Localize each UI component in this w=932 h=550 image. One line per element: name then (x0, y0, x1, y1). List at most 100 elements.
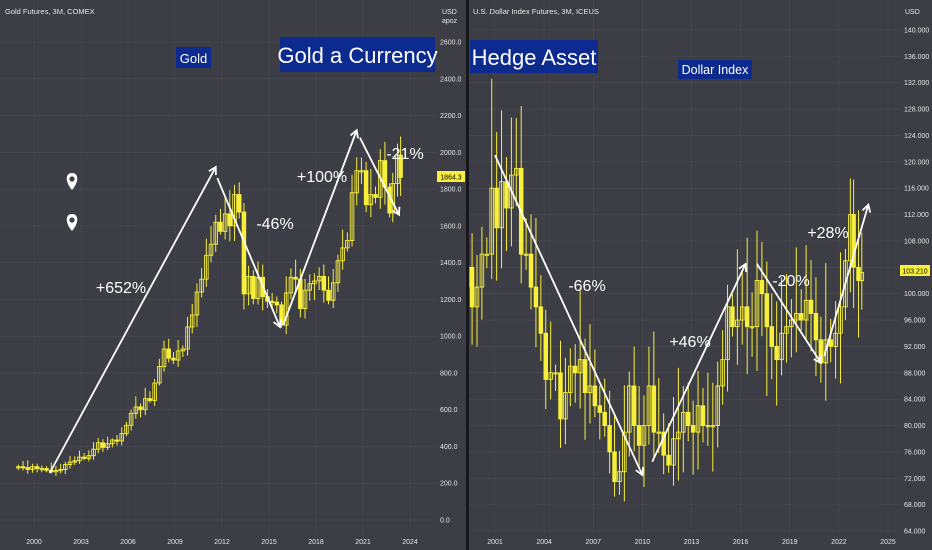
candle-body (504, 181, 509, 209)
candle-body (34, 466, 40, 469)
gold-trend-arrows (48, 128, 401, 474)
y-tick-label: 0.0 (440, 518, 450, 525)
y-tick-label: 400.0 (440, 444, 458, 451)
candle-body (359, 170, 364, 173)
y-tick-label: 2000.0 (440, 150, 462, 157)
candle-body (326, 289, 331, 301)
gold-move-label: -21% (386, 146, 423, 163)
x-tick-label: 2025 (880, 539, 896, 546)
candle-body (548, 372, 553, 380)
candle-body (671, 438, 676, 466)
candle-body (720, 359, 725, 387)
candle-body (377, 160, 383, 198)
panel-divider[interactable] (466, 0, 469, 550)
candle-body (58, 468, 63, 472)
dollar-plot-background (469, 0, 932, 550)
candle-body (86, 455, 92, 459)
candle-body (77, 456, 82, 462)
candle-body (100, 442, 106, 448)
gold-series-label: Gold (180, 51, 207, 66)
trend-arrow (823, 202, 872, 357)
candle-body (161, 348, 167, 367)
candle-body (813, 313, 819, 341)
candle-body (769, 326, 774, 347)
dollar-x-axis-ticks: 2001 2004 2007 2010 2013 2016 2019 2022 2025 (487, 539, 896, 546)
candle-body (651, 385, 657, 433)
candle-body (661, 431, 666, 456)
candle-body (798, 313, 804, 321)
candle-body (523, 253, 529, 256)
candle-body (335, 260, 341, 284)
candle-body (730, 306, 735, 328)
gold-chart-panel: 0.0 200.0 400.0 600.0 800.0 1000.0 1200.0 1400.… (0, 0, 465, 546)
y-tick-label: 116.000 (904, 186, 929, 193)
candle-body (194, 291, 200, 316)
candle-body (293, 276, 298, 280)
candle-body (568, 365, 573, 394)
candle-body (105, 443, 110, 448)
x-tick-label: 2010 (635, 539, 651, 546)
x-tick-label: 2012 (214, 539, 230, 546)
dollar-gridlines (469, 0, 900, 534)
gold-move-label: +100% (297, 169, 347, 186)
dollar-chart-title: U.S. Dollar Index Futures, 3M, ICEUS (473, 7, 599, 16)
y-tick-label: 128.000 (904, 107, 929, 114)
candle-body (269, 300, 275, 303)
candle-body (119, 433, 124, 442)
candle-body (330, 282, 336, 301)
candle-body (222, 213, 228, 232)
candle-body (479, 253, 485, 288)
candle-body (543, 332, 549, 380)
candle-body (764, 293, 770, 328)
candle-body (612, 451, 617, 483)
candle-body (363, 170, 369, 206)
candle-body (279, 304, 284, 326)
candle-body (735, 319, 740, 328)
candle-body (749, 326, 755, 329)
candle-body (185, 326, 190, 350)
candle-body (20, 466, 26, 469)
candle-body (81, 456, 87, 459)
trend-arrow (651, 262, 748, 463)
y-tick-label: 1400.0 (440, 260, 462, 267)
y-tick-label: 136.000 (904, 54, 929, 61)
candle-body (469, 266, 475, 308)
candle-body (740, 306, 745, 321)
x-tick-label: 2006 (120, 539, 136, 546)
candle-body (656, 431, 662, 434)
candle-body (700, 405, 706, 426)
y-tick-label: 84.000 (904, 397, 926, 404)
candle-body (255, 276, 261, 299)
y-tick-label: 132.000 (904, 80, 929, 87)
gold-chart-title: Gold Futures, 3M, COMEX (5, 7, 95, 16)
y-tick-label: 1000.0 (440, 334, 462, 341)
candle-body (124, 424, 129, 435)
candle-body (636, 425, 642, 446)
candle-body (592, 385, 598, 407)
location-pin-icon[interactable] (66, 173, 78, 190)
candle-body (307, 283, 312, 291)
trend-arrow (216, 177, 282, 329)
candle-body (794, 313, 799, 321)
y-tick-label: 72.000 (904, 476, 926, 483)
candle-body (484, 253, 490, 256)
dollar-series-label-box (678, 60, 752, 79)
candle-body (53, 469, 59, 473)
dollar-last-price-tag (900, 265, 930, 276)
candle-body (572, 365, 578, 374)
dollar-move-label: -20% (772, 273, 809, 290)
y-tick-label: 1800.0 (440, 187, 462, 194)
candle-body (199, 278, 204, 293)
dollar-chart-panel: 64.000 68.000 72.000 76.000 80.000 84.000 88.0… (469, 0, 932, 550)
location-pin-icon[interactable] (66, 214, 78, 231)
candle-body (685, 411, 691, 426)
candle-body (91, 448, 96, 457)
candle-body (312, 280, 317, 285)
candle-body (779, 332, 784, 361)
candle-body (695, 405, 701, 433)
dollar-y-axis-ticks: 64.000 68.000 72.000 76.000 80.000 84.000 88.0… (904, 28, 929, 536)
candle-body (227, 213, 233, 227)
candle-body (582, 359, 588, 394)
candle-body (251, 275, 256, 299)
